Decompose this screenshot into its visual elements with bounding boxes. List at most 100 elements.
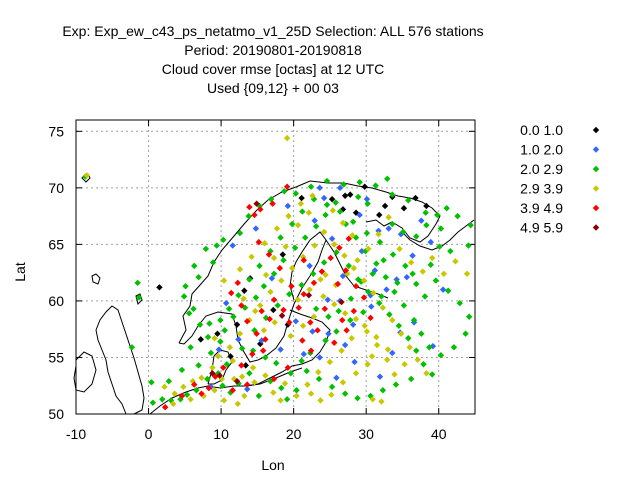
data-point-series-3 — [170, 400, 177, 408]
data-point-series-1 — [229, 242, 236, 249]
data-point-series-3 — [297, 200, 305, 207]
data-point-series-2 — [405, 197, 412, 204]
data-point-series-3 — [317, 397, 324, 404]
data-point-series-2 — [436, 243, 443, 250]
data-point-series-1 — [268, 275, 276, 282]
data-point-series-3 — [211, 335, 218, 342]
data-point-series-3 — [270, 389, 277, 396]
data-point-series-1 — [309, 328, 316, 335]
data-point-series-2 — [325, 313, 332, 320]
data-point-series-2 — [373, 260, 380, 267]
data-point-series-4 — [244, 318, 251, 325]
x-tick-label: 20 — [286, 426, 302, 442]
data-point-series-2 — [238, 345, 246, 352]
data-point-series-4 — [276, 264, 284, 272]
y-tick-label: 65 — [48, 236, 64, 252]
data-point-series-4 — [220, 364, 227, 371]
data-point-series-3 — [317, 276, 324, 283]
data-point-series-2 — [391, 288, 398, 296]
data-point-series-3 — [277, 397, 284, 404]
data-point-series-2 — [386, 311, 393, 318]
data-point-series-2 — [187, 344, 194, 351]
coastline-ireland — [73, 351, 97, 393]
data-point-series-2 — [376, 238, 384, 246]
data-point-series-2 — [400, 302, 408, 309]
data-point-series-2 — [310, 270, 317, 277]
data-point-series-3 — [352, 370, 360, 377]
data-point-series-3 — [267, 288, 274, 296]
data-point-series-4 — [246, 203, 253, 211]
data-point-series-4 — [191, 381, 198, 388]
data-point-series-2 — [399, 228, 407, 236]
data-point-series-2 — [444, 287, 452, 294]
data-point-series-2 — [427, 261, 434, 268]
legend-marker — [592, 146, 600, 153]
data-point-series-3 — [463, 270, 471, 277]
data-point-series-2 — [437, 352, 445, 359]
data-point-series-2 — [287, 370, 294, 377]
coastline-continent — [149, 367, 303, 415]
data-point-series-4 — [251, 211, 258, 219]
data-point-series-2 — [332, 199, 339, 206]
data-point-series-4 — [352, 283, 360, 290]
data-point-series-4 — [257, 206, 264, 213]
data-point-series-2 — [447, 247, 454, 255]
data-point-series-3 — [249, 364, 257, 371]
data-point-series-1 — [316, 184, 323, 192]
data-point-series-5 — [209, 370, 216, 377]
data-point-series-2 — [341, 390, 349, 397]
data-point-series-4 — [310, 279, 318, 287]
data-point-series-2 — [217, 316, 224, 324]
data-point-series-0 — [227, 353, 234, 360]
data-point-series-4 — [342, 267, 350, 274]
data-point-series-4 — [178, 392, 186, 400]
data-point-series-2 — [413, 347, 420, 354]
legend-marker — [592, 204, 600, 212]
data-point-series-3 — [209, 364, 216, 371]
data-point-series-2 — [378, 293, 385, 300]
data-point-series-0 — [423, 202, 430, 210]
data-point-series-0 — [241, 287, 248, 294]
data-point-series-4 — [244, 381, 251, 388]
legend-label: 0.0 1.0 — [520, 122, 563, 138]
data-point-series-1 — [403, 273, 411, 281]
y-axis-label: Lat — [12, 262, 28, 282]
data-point-series-4 — [334, 280, 342, 288]
data-point-series-2 — [423, 221, 430, 229]
data-point-series-4 — [255, 238, 263, 246]
data-point-series-3 — [397, 330, 405, 337]
data-point-series-3 — [378, 398, 385, 405]
data-point-series-4 — [321, 305, 329, 313]
data-point-series-4 — [339, 316, 346, 324]
data-point-series-1 — [244, 385, 251, 393]
data-point-series-3 — [407, 259, 415, 266]
data-point-series-1 — [349, 321, 357, 328]
data-point-series-0 — [400, 205, 408, 212]
data-point-series-4 — [307, 347, 315, 354]
data-point-series-0 — [233, 321, 241, 328]
data-point-series-2 — [379, 387, 387, 394]
data-point-series-3 — [310, 313, 318, 320]
data-point-series-2 — [134, 279, 141, 287]
data-point-series-4 — [300, 290, 307, 298]
title-line-4: Used {09,12} + 00 03 — [207, 80, 339, 96]
data-point-series-1 — [311, 217, 318, 224]
data-point-series-0 — [341, 192, 349, 199]
data-point-series-3 — [187, 396, 194, 403]
data-point-series-4 — [270, 375, 278, 383]
data-point-series-4 — [283, 183, 291, 190]
data-point-series-1 — [325, 330, 332, 337]
data-point-series-5 — [305, 292, 313, 299]
data-point-series-2 — [195, 362, 202, 369]
data-point-series-3 — [285, 212, 292, 220]
data-point-series-1 — [389, 349, 396, 357]
data-point-series-0 — [347, 191, 354, 198]
data-point-series-1 — [336, 184, 344, 192]
data-point-series-2 — [322, 211, 329, 219]
data-point-series-2 — [354, 394, 361, 402]
data-point-series-1 — [284, 202, 292, 210]
x-tick-label: 40 — [431, 426, 447, 442]
data-point-series-2 — [369, 270, 376, 277]
data-point-series-3 — [370, 289, 377, 297]
